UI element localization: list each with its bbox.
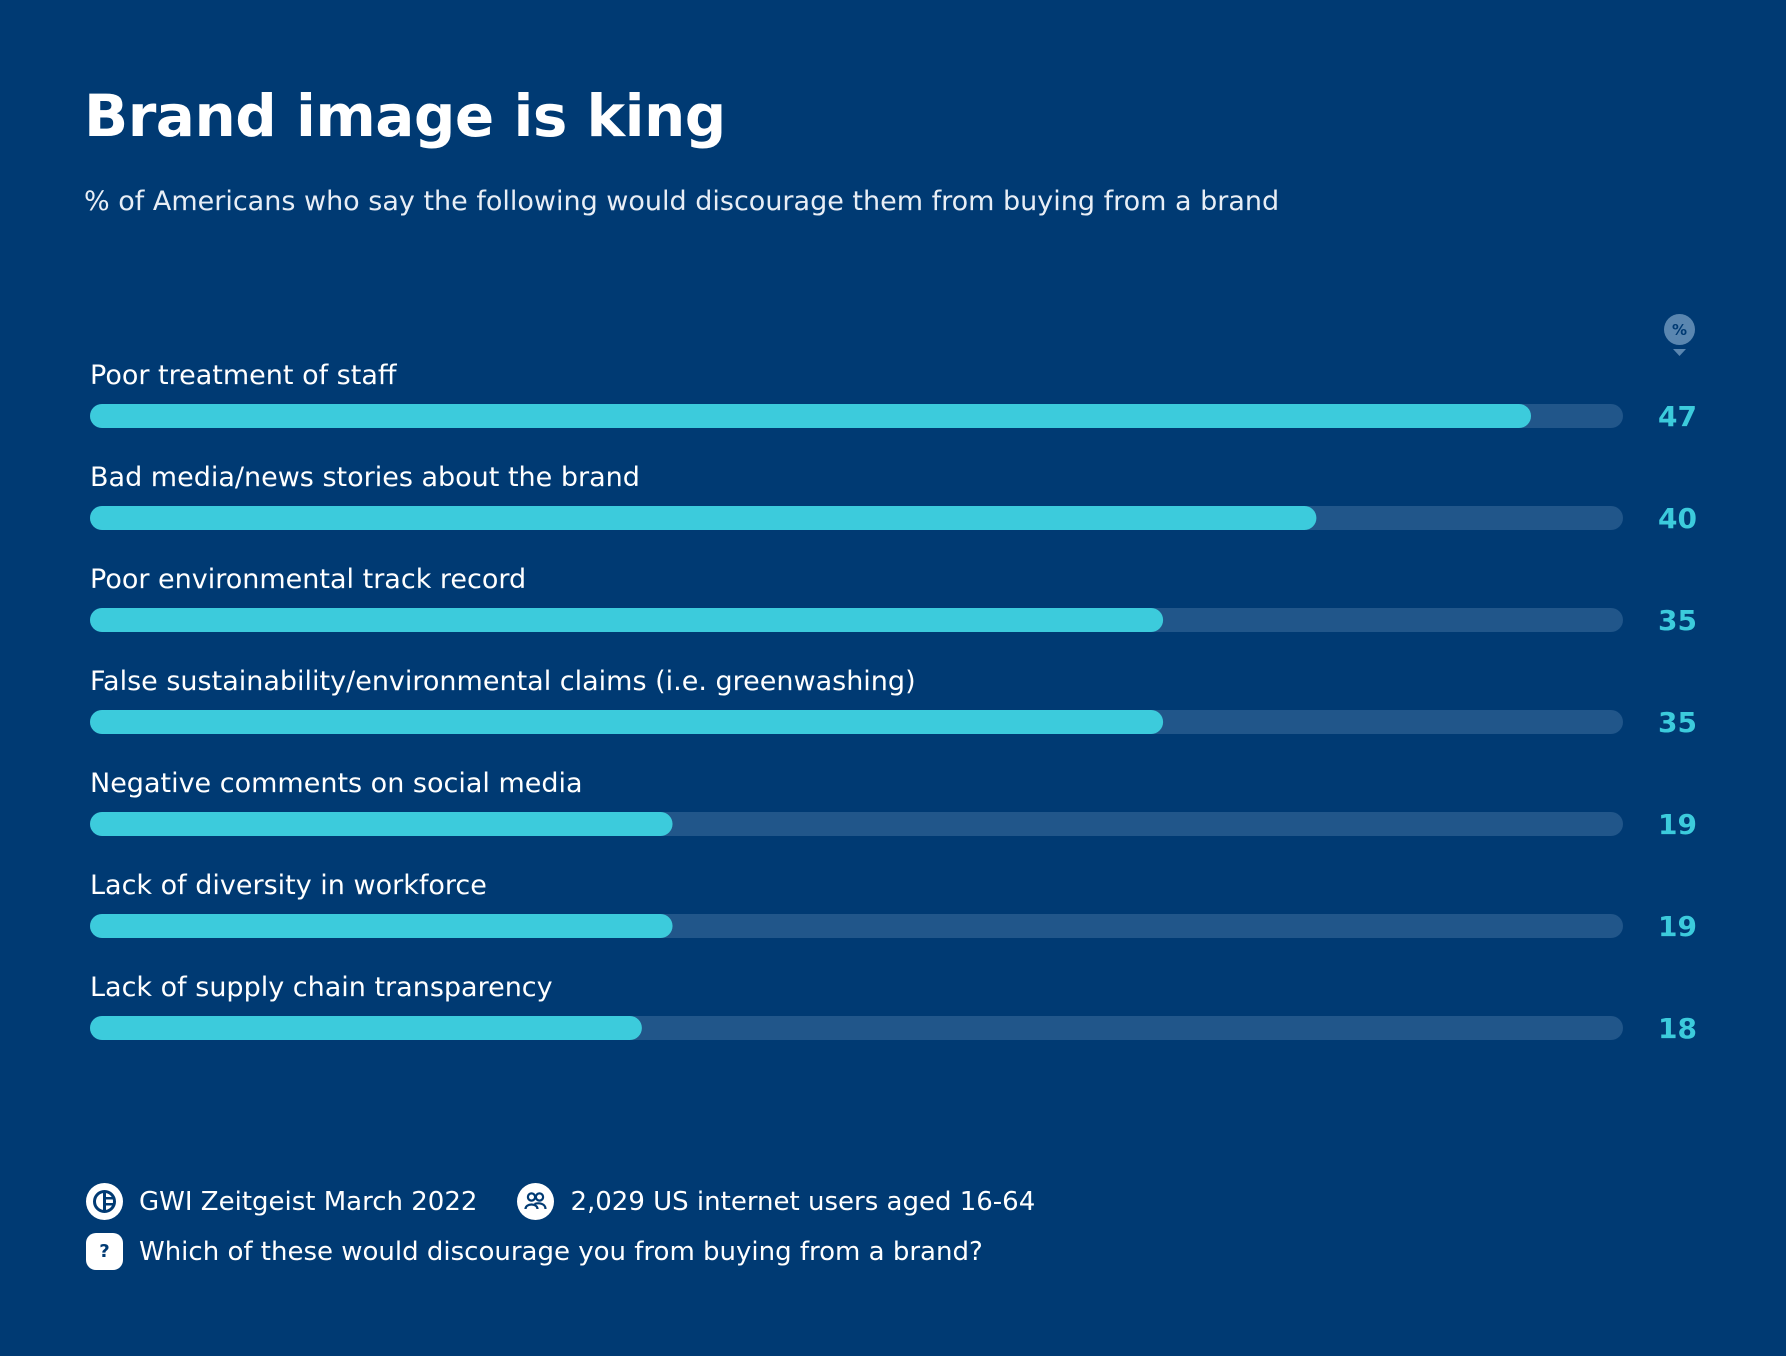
footer-source-row: GWI Zeitgeist March 2022 2,029 US intern… [86,1183,1035,1220]
value-label: 40 [1658,502,1697,535]
users-icon [517,1183,555,1220]
value-label: 18 [1658,1012,1697,1045]
bar [90,608,1164,632]
footer-question-row: ? Which of these would discourage you fr… [86,1233,983,1270]
bar [90,914,673,938]
category-label: False sustainability/environmental claim… [90,666,916,697]
question-icon: ? [86,1233,123,1270]
footer-sample: 2,029 US internet users aged 16-64 [570,1186,1036,1217]
value-label: 19 [1658,808,1697,841]
value-label: 19 [1658,910,1697,943]
chart-title: Brand image is king [84,82,726,150]
category-label: Lack of supply chain transparency [90,972,553,1003]
chart-subtitle: % of Americans who say the following wou… [84,186,1280,217]
bar [90,1016,642,1040]
category-label: Negative comments on social media [90,768,583,799]
category-label: Poor treatment of staff [90,360,398,391]
footer-question: Which of these would discourage you from… [139,1236,983,1267]
value-label: 47 [1658,400,1697,433]
category-label: Bad media/news stories about the brand [90,462,640,493]
gwi-logo-icon [86,1183,123,1220]
value-label: 35 [1658,604,1697,637]
question-mark: ? [99,1241,110,1262]
bar [90,710,1164,734]
bar [90,404,1532,428]
percent-unit-text: % [1672,321,1687,339]
category-label: Poor environmental track record [90,564,526,595]
footer-source: GWI Zeitgeist March 2022 [139,1186,478,1217]
category-label: Lack of diversity in workforce [90,870,487,901]
bar [90,812,673,836]
value-label: 35 [1658,706,1697,739]
percent-unit-badge: % [1664,314,1695,356]
bar [90,506,1317,530]
